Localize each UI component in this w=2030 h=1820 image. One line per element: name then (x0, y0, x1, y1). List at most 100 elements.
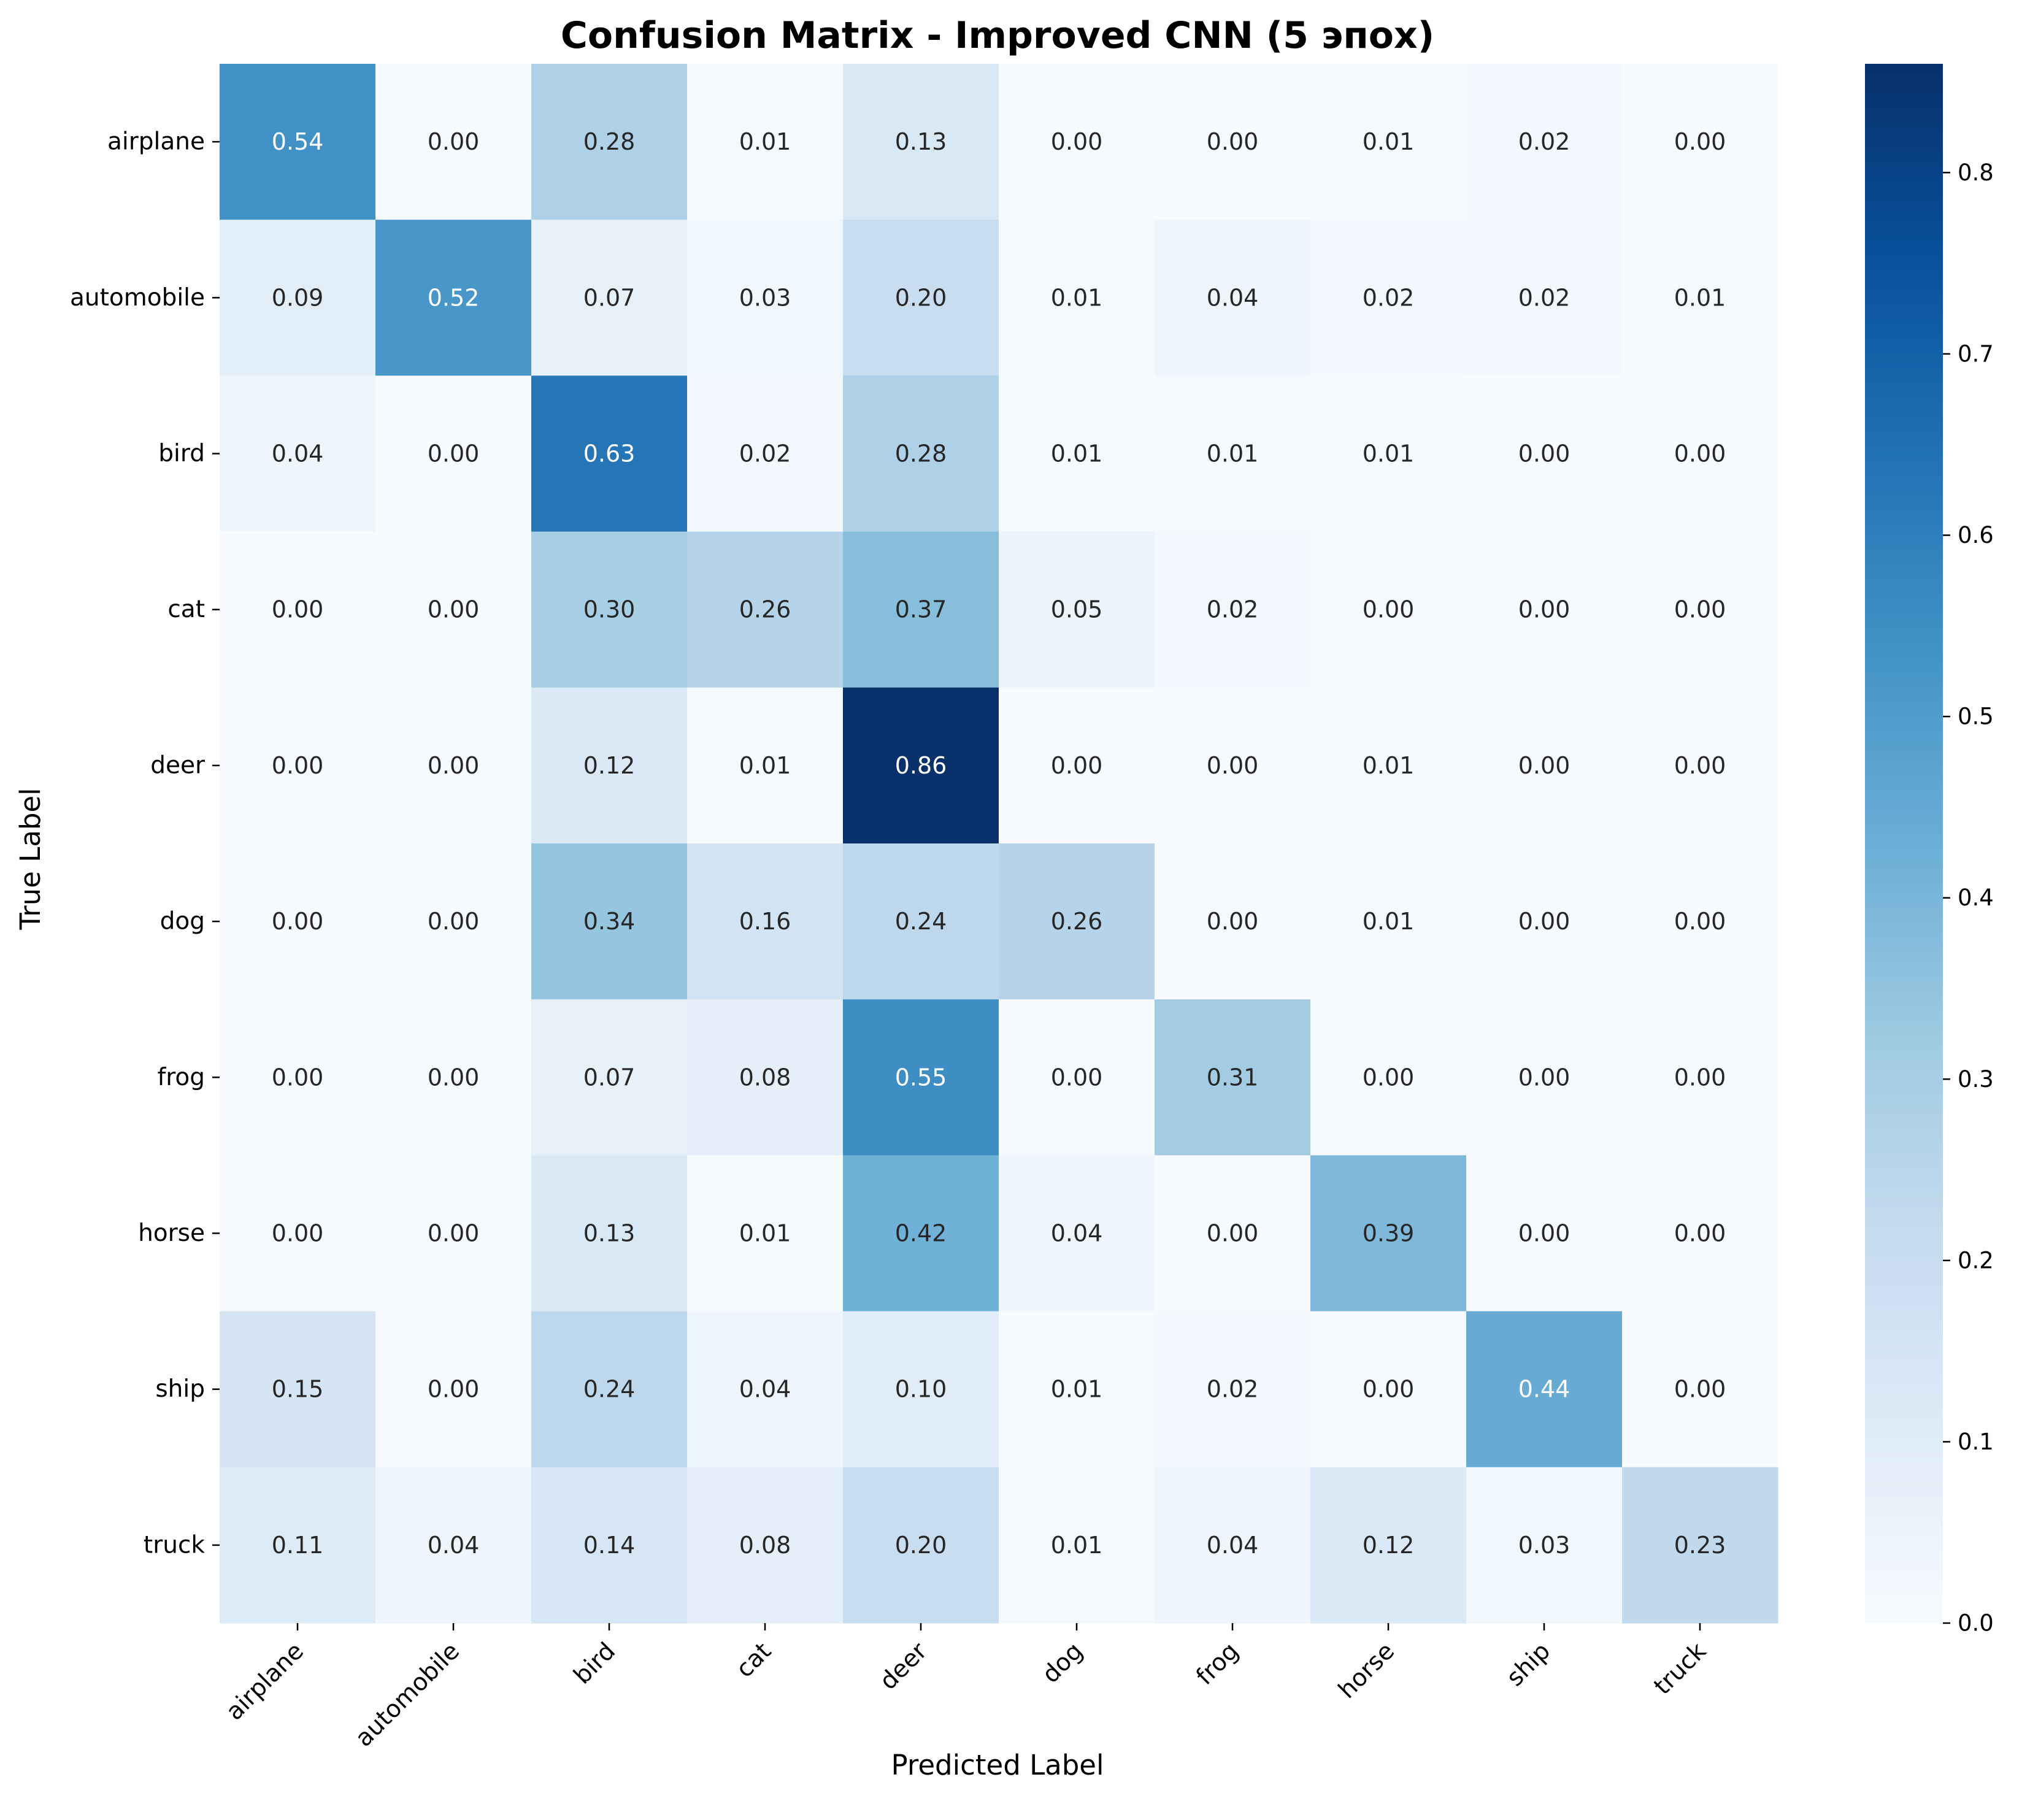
cell-value-6-0: 0.00 (272, 1064, 324, 1091)
cell-4-3 (687, 687, 844, 844)
cell-value-2-7: 0.01 (1363, 440, 1415, 467)
cell-value-7-5: 0.04 (1051, 1220, 1103, 1247)
y-tick-label-6: frog (157, 1064, 205, 1091)
heatmap-cells: 0.54 0.00 0.28 0.01 0.13 0.00 0.00 0.01 0.02 0.00… (220, 64, 1778, 1624)
cell-5-9 (1622, 843, 1778, 1000)
cell-value-7-1: 0.00 (428, 1220, 480, 1247)
cell-4-1 (375, 687, 532, 844)
cell-value-0-3: 0.01 (739, 128, 791, 155)
x-tick-label-9: truck (1648, 1637, 1712, 1700)
cell-4-7 (1310, 687, 1467, 844)
cell-value-4-6: 0.00 (1207, 752, 1259, 779)
cell-4-5 (999, 687, 1155, 844)
cell-4-6 (1155, 687, 1311, 844)
cell-6-8 (1466, 999, 1623, 1156)
x-tick-label-3: cat (731, 1637, 777, 1683)
cell-0-6 (1155, 64, 1311, 220)
cell-value-5-6: 0.00 (1207, 908, 1259, 935)
y-tick-label-0: airplane (107, 128, 205, 156)
y-tick-label-1: automobile (70, 284, 205, 312)
cell-value-9-8: 0.03 (1518, 1532, 1571, 1559)
cell-6-9 (1622, 999, 1778, 1156)
cell-value-6-3: 0.08 (739, 1064, 791, 1091)
cell-7-7 (1310, 1155, 1467, 1312)
cell-9-1 (375, 1467, 532, 1624)
cell-6-6 (1155, 999, 1311, 1156)
colorbar-tick-label-5: 0.5 (1958, 704, 1994, 730)
colorbar-tick-label-0: 0.0 (1958, 1610, 1994, 1637)
y-tick-label-3: cat (167, 596, 205, 623)
cell-value-9-3: 0.08 (739, 1532, 791, 1559)
cell-value-2-6: 0.01 (1207, 440, 1259, 467)
cell-1-2 (531, 220, 688, 376)
cell-value-8-4: 0.10 (895, 1376, 947, 1403)
y-tick-label-9: truck (144, 1531, 205, 1559)
cell-1-1 (375, 220, 532, 376)
cell-value-2-1: 0.00 (428, 440, 480, 467)
cell-7-5 (999, 1155, 1155, 1312)
cell-8-3 (687, 1311, 844, 1468)
cell-value-9-5: 0.01 (1051, 1532, 1103, 1559)
cell-value-7-4: 0.42 (895, 1220, 947, 1247)
cell-value-4-4: 0.86 (895, 752, 947, 779)
colorbar-tick-label-7: 0.7 (1958, 340, 1994, 367)
cell-value-9-7: 0.12 (1363, 1532, 1415, 1559)
cell-value-2-2: 0.63 (583, 440, 636, 467)
x-tick-label-2: bird (569, 1637, 621, 1689)
cell-6-0 (220, 999, 376, 1156)
cell-0-7 (1310, 64, 1467, 220)
cell-7-1 (375, 1155, 532, 1312)
cell-6-5 (999, 999, 1155, 1156)
cell-1-9 (1622, 220, 1778, 376)
cell-value-5-1: 0.00 (428, 908, 480, 935)
cell-value-0-2: 0.28 (583, 128, 636, 155)
cell-2-9 (1622, 375, 1778, 532)
cell-value-5-5: 0.26 (1051, 908, 1103, 935)
cell-value-0-6: 0.00 (1207, 128, 1259, 155)
cell-2-0 (220, 375, 376, 532)
y-tick-label-8: ship (155, 1375, 205, 1403)
cell-value-3-2: 0.30 (583, 596, 636, 623)
cell-0-4 (843, 64, 999, 220)
cell-value-1-1: 0.52 (428, 284, 480, 311)
cell-value-2-5: 0.01 (1051, 440, 1103, 467)
cell-value-4-8: 0.00 (1518, 752, 1571, 779)
x-tick-label-5: dog (1037, 1637, 1088, 1689)
cell-7-3 (687, 1155, 844, 1312)
x-tick-label-7: horse (1333, 1637, 1400, 1704)
cell-6-7 (1310, 999, 1467, 1156)
y-tick-label-5: dog (160, 908, 205, 935)
chart-title: Confusion Matrix - Improved CNN (5 эпох) (561, 14, 1434, 57)
cell-3-9 (1622, 531, 1778, 688)
colorbar-tick-label-6: 0.6 (1958, 522, 1994, 548)
cell-8-0 (220, 1311, 376, 1468)
cell-value-2-4: 0.28 (895, 440, 947, 467)
cell-9-4 (843, 1467, 999, 1624)
cell-6-1 (375, 999, 532, 1156)
cell-5-6 (1155, 843, 1311, 1000)
cell-6-3 (687, 999, 844, 1156)
cell-7-4 (843, 1155, 999, 1312)
cell-8-1 (375, 1311, 532, 1468)
cell-value-8-6: 0.02 (1207, 1376, 1259, 1403)
cell-4-9 (1622, 687, 1778, 844)
cell-3-7 (1310, 531, 1467, 688)
cell-1-3 (687, 220, 844, 376)
colorbar-tick-label-1: 0.1 (1958, 1429, 1994, 1455)
cell-0-8 (1466, 64, 1623, 220)
cell-value-1-2: 0.07 (583, 284, 636, 311)
cell-3-3 (687, 531, 844, 688)
cell-value-3-9: 0.00 (1674, 596, 1726, 623)
cell-5-2 (531, 843, 688, 1000)
cell-value-4-3: 0.01 (739, 752, 791, 779)
cell-4-2 (531, 687, 688, 844)
cell-3-1 (375, 531, 532, 688)
cell-7-9 (1622, 1155, 1778, 1312)
cell-value-4-1: 0.00 (428, 752, 480, 779)
cell-4-0 (220, 687, 376, 844)
x-axis-label: Predicted Label (891, 1749, 1104, 1781)
cell-value-5-2: 0.34 (583, 908, 636, 935)
cell-7-6 (1155, 1155, 1311, 1312)
cell-9-7 (1310, 1467, 1467, 1624)
cell-0-3 (687, 64, 844, 220)
